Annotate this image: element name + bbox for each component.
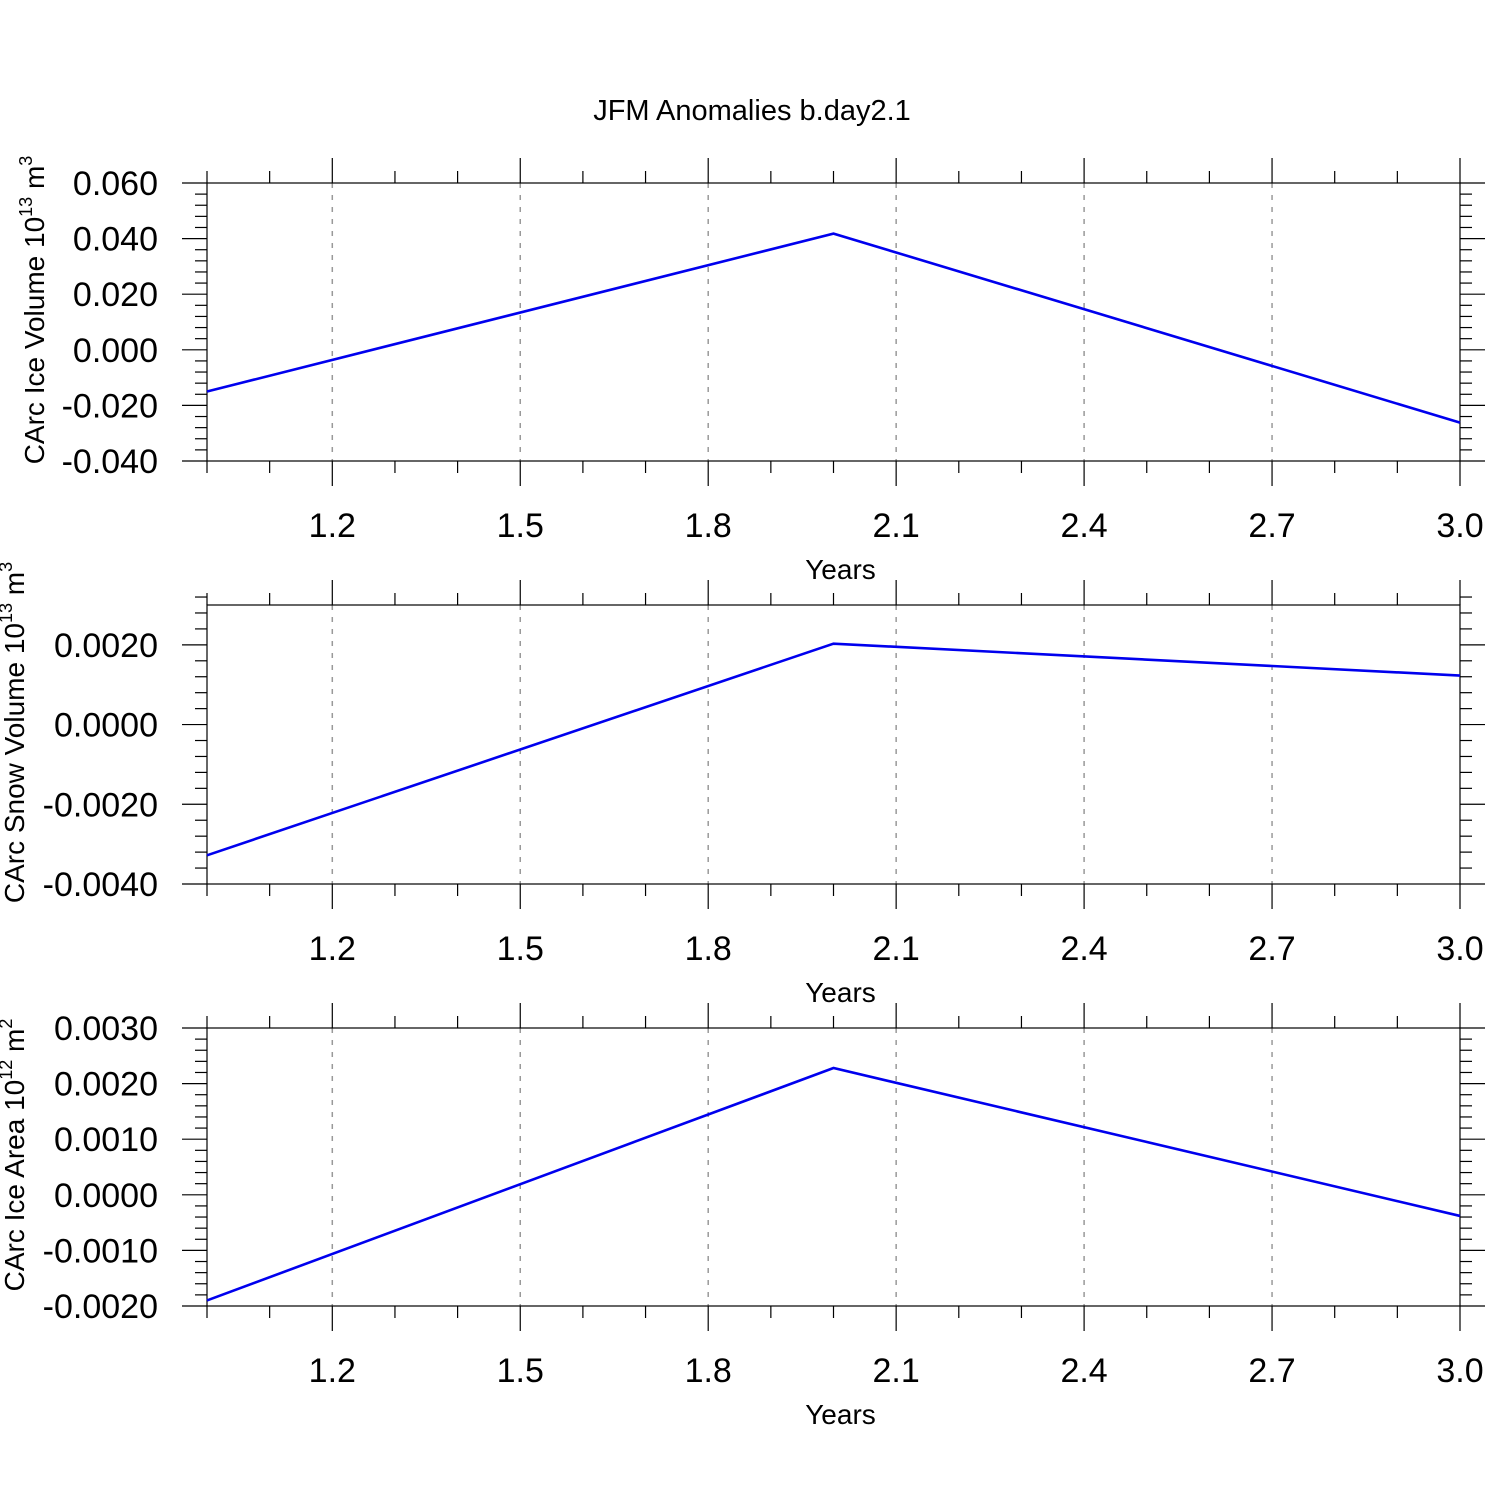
- y-tick-label: 0.040: [73, 221, 158, 259]
- x-tick-label: 1.2: [309, 507, 356, 545]
- x-tick-label: 2.7: [1248, 507, 1295, 545]
- x-tick-label: 1.5: [497, 930, 544, 968]
- y-tick-label: 0.000: [73, 332, 158, 370]
- y-tick-label: -0.0010: [43, 1232, 158, 1270]
- x-tick-label: 1.8: [685, 507, 732, 545]
- x-tick-label: 2.1: [873, 1352, 920, 1390]
- series-line: [206, 1066, 1461, 1302]
- y-tick-label: 0.0010: [54, 1121, 158, 1159]
- y-tick-label: 0.0000: [54, 1177, 158, 1215]
- y-tick-label: -0.0020: [43, 786, 158, 824]
- x-tick-label: 1.2: [309, 1352, 356, 1390]
- y-tick-label: 0.020: [73, 276, 158, 314]
- panel-1: 1.2 1.5 1.8 2.1 2.4 2.7 3.0 -0.040 -0.020 0.000 0.…: [16, 156, 1485, 585]
- y-axis-label: CArc Snow Volume 1013 m3: [0, 562, 30, 903]
- x-tick-label: 3.0: [1436, 930, 1483, 968]
- y-tick-label: -0.0040: [43, 866, 158, 904]
- series-line: [206, 642, 1461, 857]
- x-axis-label: Years: [805, 554, 876, 585]
- x-tick-label: 1.2: [309, 930, 356, 968]
- chart-title: JFM Anomalies b.day2.1: [593, 95, 911, 127]
- x-tick-label: 1.8: [685, 930, 732, 968]
- x-tick-label: 2.1: [873, 507, 920, 545]
- x-axis-label: Years: [805, 977, 876, 1008]
- x-axis-label: Years: [805, 1399, 876, 1430]
- panel-3: 1.2 1.5 1.8 2.1 2.4 2.7 3.0 -0.0020 -0.0010 0.000…: [0, 1003, 1485, 1430]
- x-tick-label: 2.4: [1060, 1352, 1107, 1390]
- y-tick-label: -0.0020: [43, 1288, 158, 1326]
- x-tick-label: 1.5: [497, 507, 544, 545]
- series-line: [206, 232, 1461, 424]
- y-tick-label: 0.0000: [54, 707, 158, 745]
- x-tick-label: 1.8: [685, 1352, 732, 1390]
- y-axis-label: CArc Ice Volume 1013 m3: [16, 156, 50, 465]
- y-tick-label: -0.020: [62, 387, 158, 425]
- y-tick-label: 0.0020: [54, 627, 158, 665]
- x-tick-label: 2.4: [1060, 507, 1107, 545]
- chart-panels: 1.2 1.5 1.8 2.1 2.4 2.7 3.0 -0.040 -0.020 0.000 0.…: [0, 156, 1485, 1430]
- x-tick-label: 2.1: [873, 930, 920, 968]
- x-tick-label: 2.7: [1248, 930, 1295, 968]
- y-tick-label: 0.0020: [54, 1066, 158, 1104]
- x-tick-label: 1.5: [497, 1352, 544, 1390]
- x-tick-label: 2.4: [1060, 930, 1107, 968]
- panel-2: 1.2 1.5 1.8 2.1 2.4 2.7 3.0 -0.0040 -0.0020 0.000…: [0, 562, 1485, 1008]
- y-tick-label: -0.040: [62, 443, 158, 481]
- y-axis-label: CArc Ice Area 1012 m2: [0, 1019, 30, 1292]
- y-tick-label: 0.0030: [54, 1010, 158, 1048]
- x-tick-label: 3.0: [1436, 1352, 1483, 1390]
- x-tick-label: 3.0: [1436, 507, 1483, 545]
- x-tick-label: 2.7: [1248, 1352, 1295, 1390]
- y-tick-label: 0.060: [73, 165, 158, 203]
